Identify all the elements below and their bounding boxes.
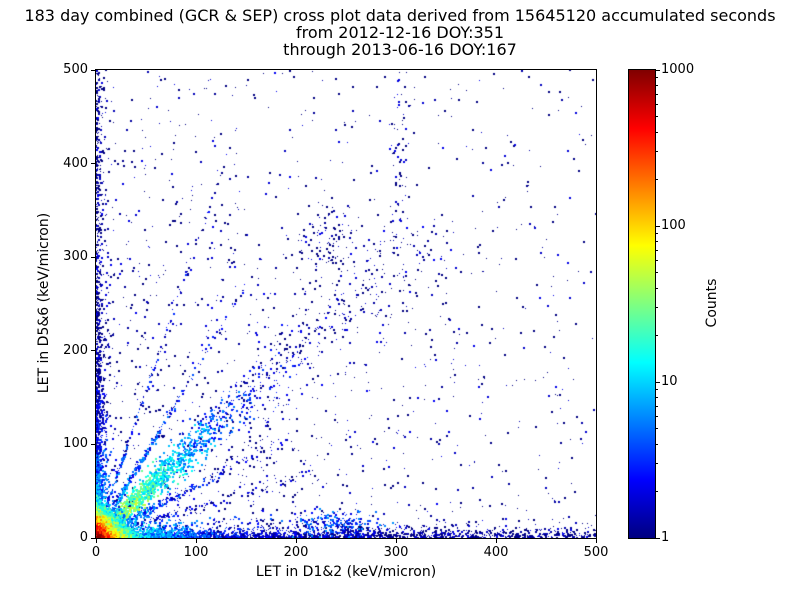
colorbar-minor-tick-mark xyxy=(656,116,658,118)
x-axis-ticks xyxy=(95,539,597,543)
y-tick-label: 400 xyxy=(63,155,88,171)
scatter-canvas xyxy=(96,70,596,538)
x-tick-mark xyxy=(195,539,197,543)
x-tick-label: 0 xyxy=(91,545,101,560)
colorbar-minor-tick-mark xyxy=(656,104,658,106)
y-tick-mark xyxy=(91,350,95,352)
x-tick-label: 100 xyxy=(183,545,209,560)
colorbar-tick-label: 1000 xyxy=(661,62,695,77)
colorbar-minor-tick-mark xyxy=(656,443,658,445)
colorbar-tick-mark xyxy=(656,69,660,71)
y-axis-label: LET in D5&6 (keV/micron) xyxy=(36,212,52,394)
colorbar-minor-tick-mark xyxy=(656,463,658,465)
colorbar-minor-tick-mark xyxy=(656,93,658,95)
colorbar-tick-label: 100 xyxy=(661,218,686,233)
colorbar-minor-tick-mark xyxy=(656,240,658,242)
colorbar-minor-tick-mark xyxy=(656,490,658,492)
colorbar-minor-tick-mark xyxy=(656,416,658,418)
x-tick-label: 300 xyxy=(383,545,409,560)
colorbar-minor-tick-mark xyxy=(656,260,658,262)
x-axis-label: LET in D1&2 (keV/micron) xyxy=(255,564,437,580)
colorbar-tick-label: 1 xyxy=(661,530,670,545)
chart-subtitle-from: from 2012-12-16 DOY:351 xyxy=(295,23,504,42)
colorbar-tick-mark xyxy=(656,225,660,227)
y-tick-label: 500 xyxy=(63,62,88,77)
x-tick-mark xyxy=(395,539,397,543)
y-tick-label: 200 xyxy=(63,342,88,358)
chart-title: 183 day combined (GCR & SEP) cross plot … xyxy=(24,6,776,25)
colorbar-tick-labels: 1 10 100 1000 xyxy=(661,62,703,545)
colorbar-minor-tick-mark xyxy=(656,388,658,390)
colorbar-minor-tick-mark xyxy=(656,307,658,309)
y-axis-ticks xyxy=(91,69,95,539)
colorbar-minor-tick-mark xyxy=(656,272,658,274)
y-tick-mark xyxy=(91,163,95,165)
colorbar-minor-tick-mark xyxy=(656,287,658,289)
colorbar-gradient xyxy=(629,70,655,538)
colorbar-minor-tick-mark xyxy=(656,131,658,133)
x-axis-tick-labels: 0 100 200 300 400 500 xyxy=(92,545,609,561)
y-tick-mark xyxy=(91,256,95,258)
y-tick-label: 300 xyxy=(63,249,88,265)
colorbar-minor-tick-mark xyxy=(656,151,658,153)
colorbar-minor-tick-mark xyxy=(656,405,658,407)
x-tick-mark xyxy=(495,539,497,543)
colorbar-minor-tick-mark xyxy=(656,84,658,86)
colorbar-tick-label: 10 xyxy=(661,374,678,389)
x-tick-mark xyxy=(95,539,97,543)
chart-subtitle-through: through 2013-06-16 DOY:167 xyxy=(283,40,517,59)
x-tick-mark xyxy=(295,539,297,543)
colorbar-minor-tick-mark xyxy=(656,428,658,430)
colorbar-minor-tick-mark xyxy=(656,396,658,398)
colorbar-minor-tick-mark xyxy=(656,334,658,336)
colorbar-ticks xyxy=(656,69,661,539)
x-tick-label: 500 xyxy=(583,545,609,560)
colorbar-minor-tick-mark xyxy=(656,232,658,234)
colorbar-minor-tick-mark xyxy=(656,178,658,180)
colorbar-label: Counts xyxy=(704,278,720,328)
y-tick-label: 0 xyxy=(79,530,88,545)
plot-area xyxy=(95,69,597,539)
y-axis-tick-labels: 0 100 200 300 400 500 xyxy=(48,62,88,545)
chart-title-block: 183 day combined (GCR & SEP) cross plot … xyxy=(0,7,800,58)
x-tick-mark xyxy=(595,539,597,543)
y-tick-mark xyxy=(91,537,95,539)
y-tick-mark xyxy=(91,443,95,445)
x-tick-label: 400 xyxy=(483,545,509,560)
colorbar xyxy=(628,69,656,539)
colorbar-tick-mark xyxy=(656,381,660,383)
y-tick-label: 100 xyxy=(63,436,88,452)
y-tick-mark xyxy=(91,69,95,71)
colorbar-minor-tick-mark xyxy=(656,249,658,251)
x-tick-label: 200 xyxy=(283,545,309,560)
colorbar-tick-mark xyxy=(656,537,660,539)
colorbar-minor-tick-mark xyxy=(656,76,658,78)
